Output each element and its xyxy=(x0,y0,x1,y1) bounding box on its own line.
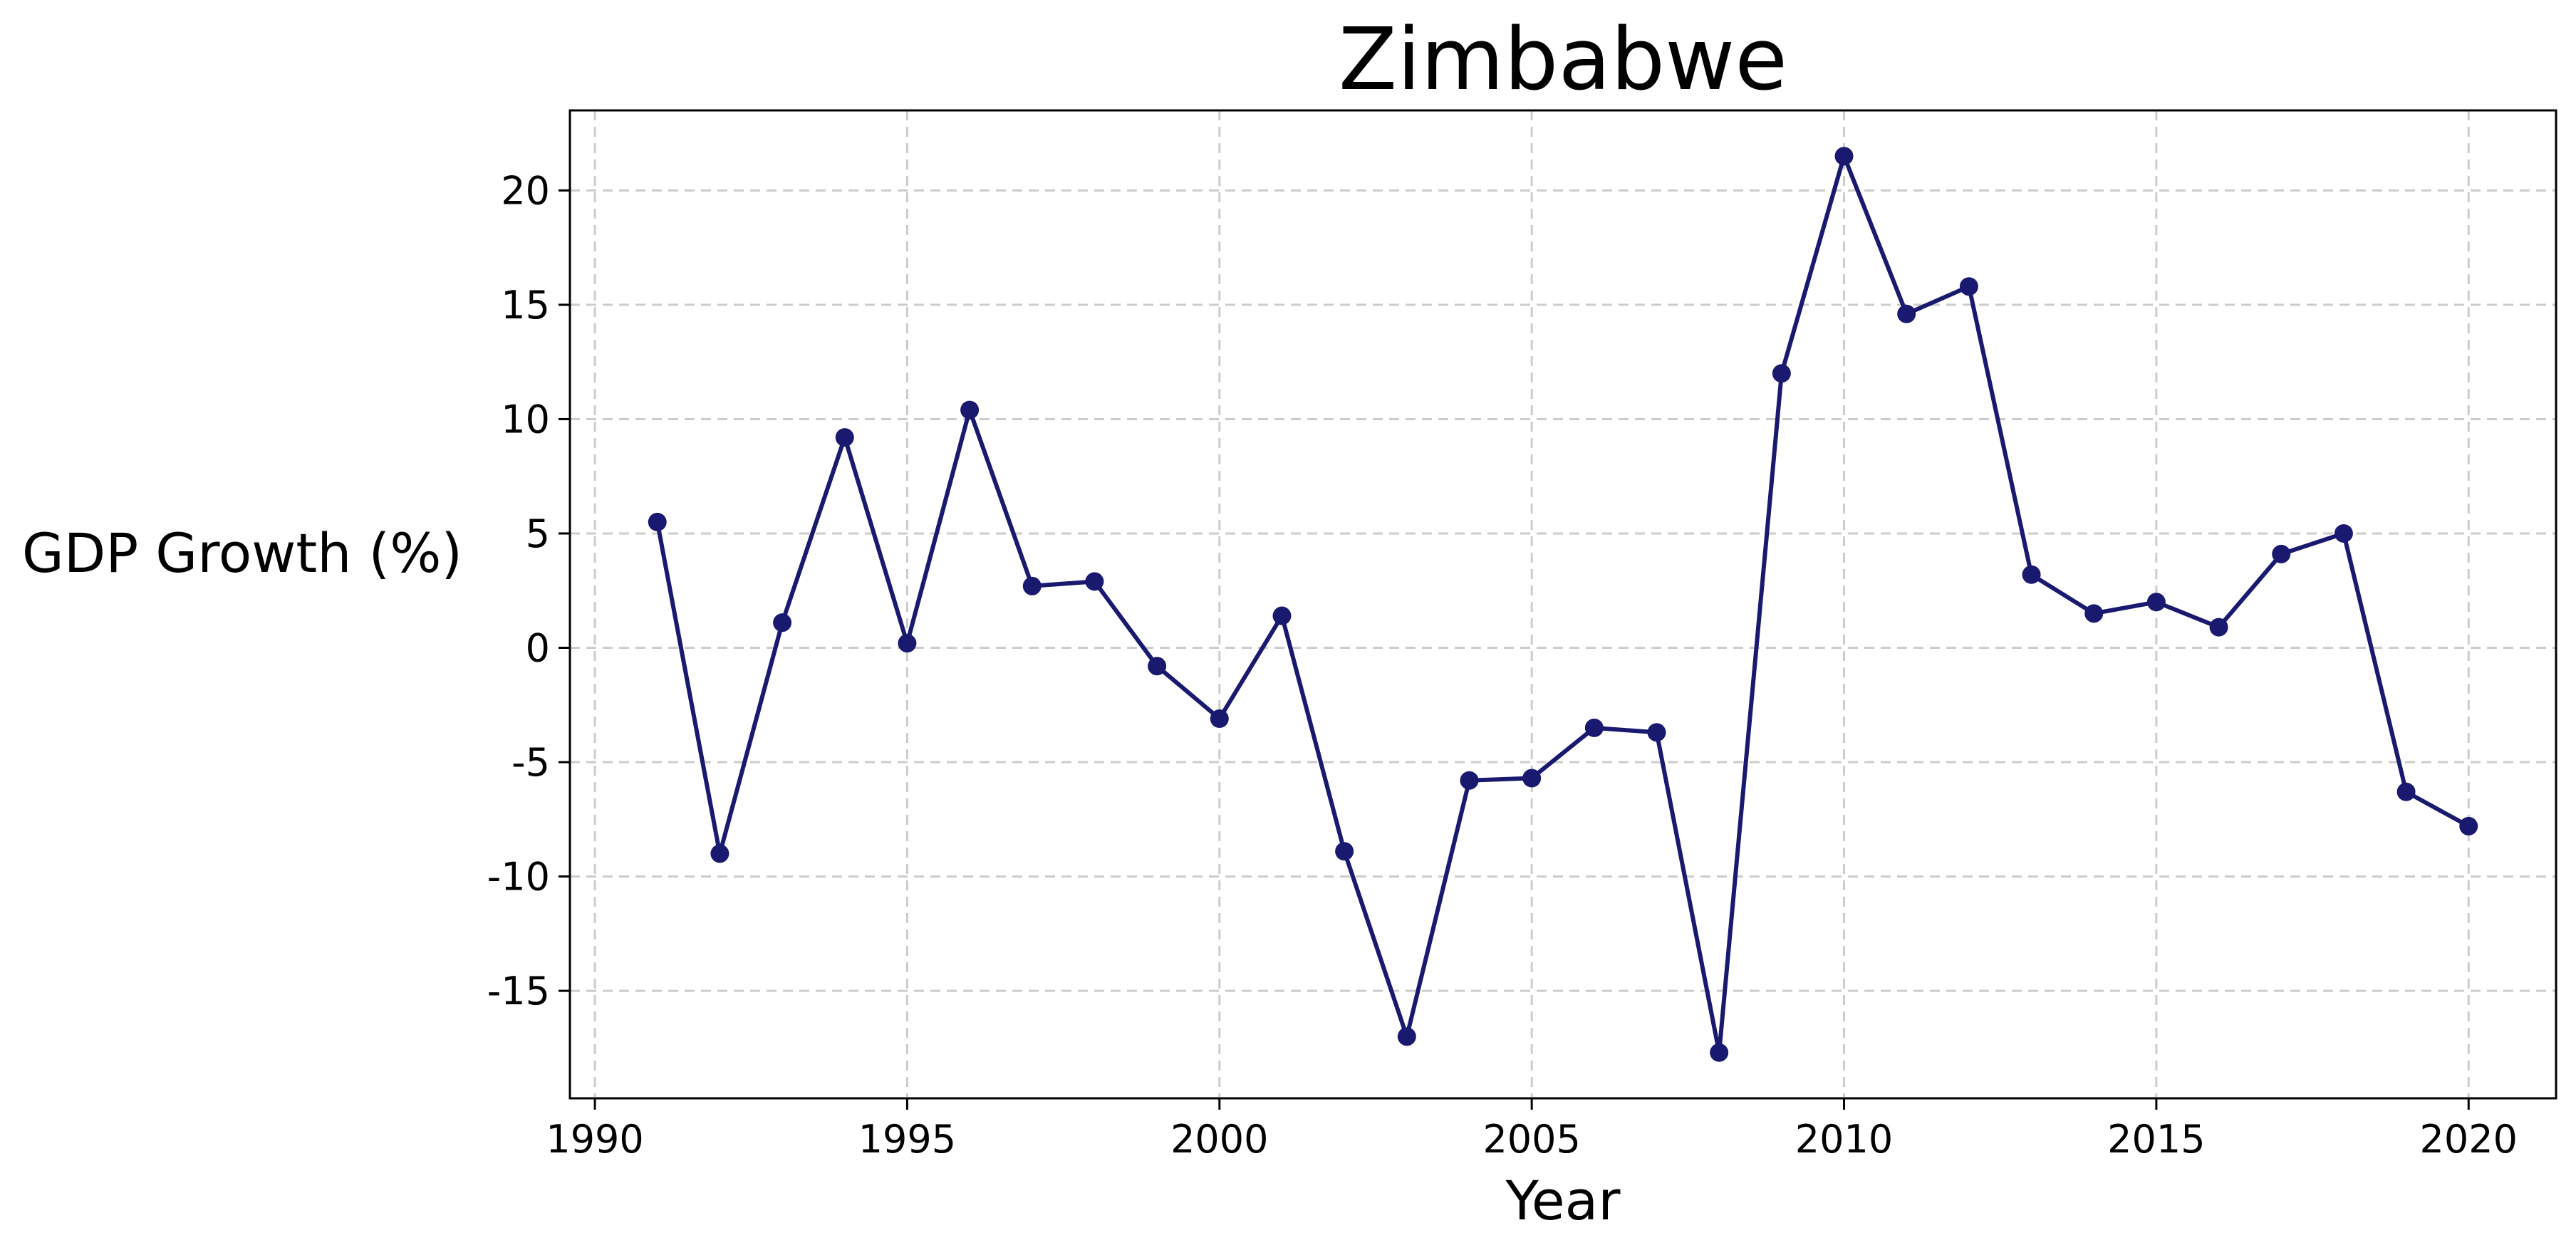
grid xyxy=(570,110,2556,1098)
x-tick-label: 2000 xyxy=(1170,1117,1268,1162)
data-point-2015 xyxy=(2146,593,2166,612)
y-tick-label: 20 xyxy=(501,168,550,213)
data-point-2018 xyxy=(2334,524,2353,543)
data-point-2011 xyxy=(1897,304,1916,323)
data-point-2004 xyxy=(1460,771,1479,790)
data-point-2010 xyxy=(1834,147,1854,166)
data-point-2019 xyxy=(2396,782,2416,801)
data-point-2000 xyxy=(1210,709,1229,729)
chart-title: Zimbabwe xyxy=(1339,11,1787,110)
axis-ticks: 1990 1995 2000 2005 2010 2015 2020-15-10-50510… xyxy=(487,168,2518,1162)
data-point-2016 xyxy=(2209,618,2228,637)
data-point-2007 xyxy=(1647,723,1666,742)
data-point-1997 xyxy=(1022,576,1042,595)
x-axis-label: Year xyxy=(1505,1169,1621,1232)
x-tick-label: 2020 xyxy=(2420,1117,2518,1162)
data-point-2006 xyxy=(1584,718,1604,737)
data-point-2002 xyxy=(1335,842,1354,861)
data-point-2003 xyxy=(1397,1027,1416,1046)
data-point-2020 xyxy=(2459,816,2478,835)
y-tick-label: 5 xyxy=(526,511,550,556)
series-gdp-growth xyxy=(648,147,2478,1062)
x-tick-label: 2010 xyxy=(1795,1117,1893,1162)
data-point-1998 xyxy=(1085,572,1104,591)
data-point-1995 xyxy=(898,634,917,653)
x-tick-label: 2005 xyxy=(1482,1117,1580,1162)
y-tick-label: 10 xyxy=(501,397,550,442)
data-point-1991 xyxy=(648,512,667,531)
y-tick-label: -10 xyxy=(487,855,550,900)
y-tick-label: -15 xyxy=(487,969,550,1014)
data-point-2001 xyxy=(1272,606,1292,625)
x-tick-label: 1990 xyxy=(546,1117,643,1162)
series-line xyxy=(655,154,2470,1055)
y-tick-label: -5 xyxy=(511,740,550,785)
data-point-1993 xyxy=(773,613,792,632)
data-point-1996 xyxy=(960,400,980,420)
x-tick-label: 2015 xyxy=(2107,1117,2205,1162)
data-point-2009 xyxy=(1772,364,1791,383)
data-point-2013 xyxy=(2022,565,2041,584)
y-tick-label: 15 xyxy=(501,283,550,328)
data-point-2014 xyxy=(2084,604,2104,623)
data-point-2008 xyxy=(1710,1043,1729,1062)
y-axis-label: GDP Growth (%) xyxy=(22,521,462,585)
data-point-2012 xyxy=(1959,277,1978,296)
data-point-2017 xyxy=(2272,544,2291,563)
y-tick-label: 0 xyxy=(526,626,550,671)
x-tick-label: 1995 xyxy=(858,1117,956,1162)
data-point-1992 xyxy=(710,844,729,863)
data-point-1999 xyxy=(1148,657,1167,676)
data-point-2005 xyxy=(1522,769,1542,788)
plot-frame xyxy=(568,109,2557,1100)
data-point-1994 xyxy=(835,428,854,447)
